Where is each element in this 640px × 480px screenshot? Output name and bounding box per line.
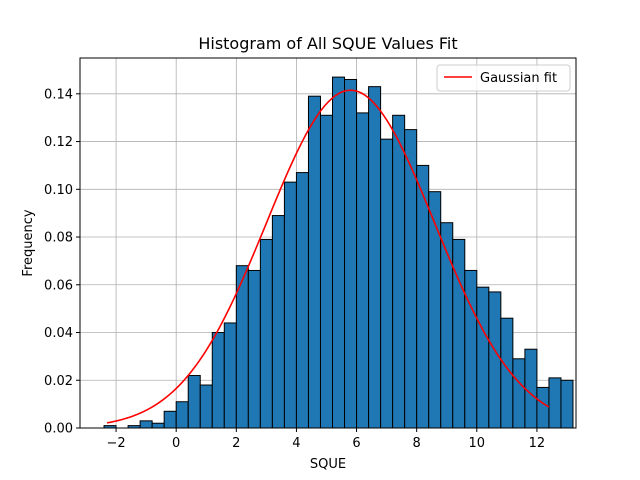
x-tick-label: 12 [529,436,546,451]
histogram-bar [211,332,225,429]
chart-title: Histogram of All SQUE Values Fit [198,34,457,53]
histogram-bar [199,384,213,429]
histogram-bar [464,269,478,429]
histogram-bar [187,374,201,429]
histogram-bar [163,410,177,429]
x-tick-label: 10 [469,436,486,451]
histogram-bar [488,291,502,429]
histogram-bar [319,114,334,429]
legend: Gaussian fit [436,64,571,92]
histogram-bar [428,191,442,429]
histogram-bar [307,95,321,429]
legend-label-gaussian-fit: Gaussian fit [480,71,557,86]
x-tick-label: 6 [352,436,360,451]
histogram-bar [175,401,189,429]
histogram-bar [476,286,490,429]
histogram-bar [139,420,153,429]
histogram-bar [271,215,285,429]
gaussian-fit-layer [106,89,550,424]
x-tick-label: 0 [172,436,180,451]
histogram-bar [548,377,562,429]
histogram-bar [295,172,309,429]
histogram-bar [332,76,346,429]
x-tick-label: −2 [106,436,125,451]
y-tick-label: 0.02 [44,374,73,389]
histogram-bar [536,386,550,429]
x-axis-ticks: −2 0 2 4 6 8 10 12 [106,428,545,451]
histogram-bar [344,78,358,429]
y-tick-label: 0.04 [44,326,73,341]
y-tick-label: 0.00 [44,422,73,437]
y-tick-label: 0.06 [44,278,73,293]
gaussian-fit-line [106,89,550,424]
histogram-bar [151,422,165,429]
x-tick-label: 8 [413,436,421,451]
histogram-bar [247,269,261,429]
histogram-bar [259,238,273,429]
histogram-bar [524,348,538,429]
y-tick-label: 0.10 [44,183,73,198]
x-tick-label: 2 [232,436,240,451]
legend-box [436,64,571,92]
histogram-bar [560,379,574,429]
histogram-bar [223,322,237,429]
histogram-bar [380,138,394,429]
histogram-bar [283,181,297,429]
x-tick-label: 4 [292,436,300,451]
histogram-bar [392,114,406,429]
y-axis-label: Frequency [21,209,36,276]
y-tick-label: 0.14 [44,87,73,102]
histogram-bar [512,358,526,429]
histogram-bar [356,112,370,429]
y-axis-ticks: 0.00 0.02 0.04 0.06 0.08 0.10 0.12 0.14 [44,87,80,437]
plot-frame [79,57,577,429]
x-axis-label: SQUE [310,457,346,472]
y-tick-label: 0.12 [44,135,73,150]
histogram-bar [452,238,466,429]
histogram-bars [103,76,574,429]
y-tick-label: 0.08 [44,231,73,246]
histogram-bar [368,86,382,429]
